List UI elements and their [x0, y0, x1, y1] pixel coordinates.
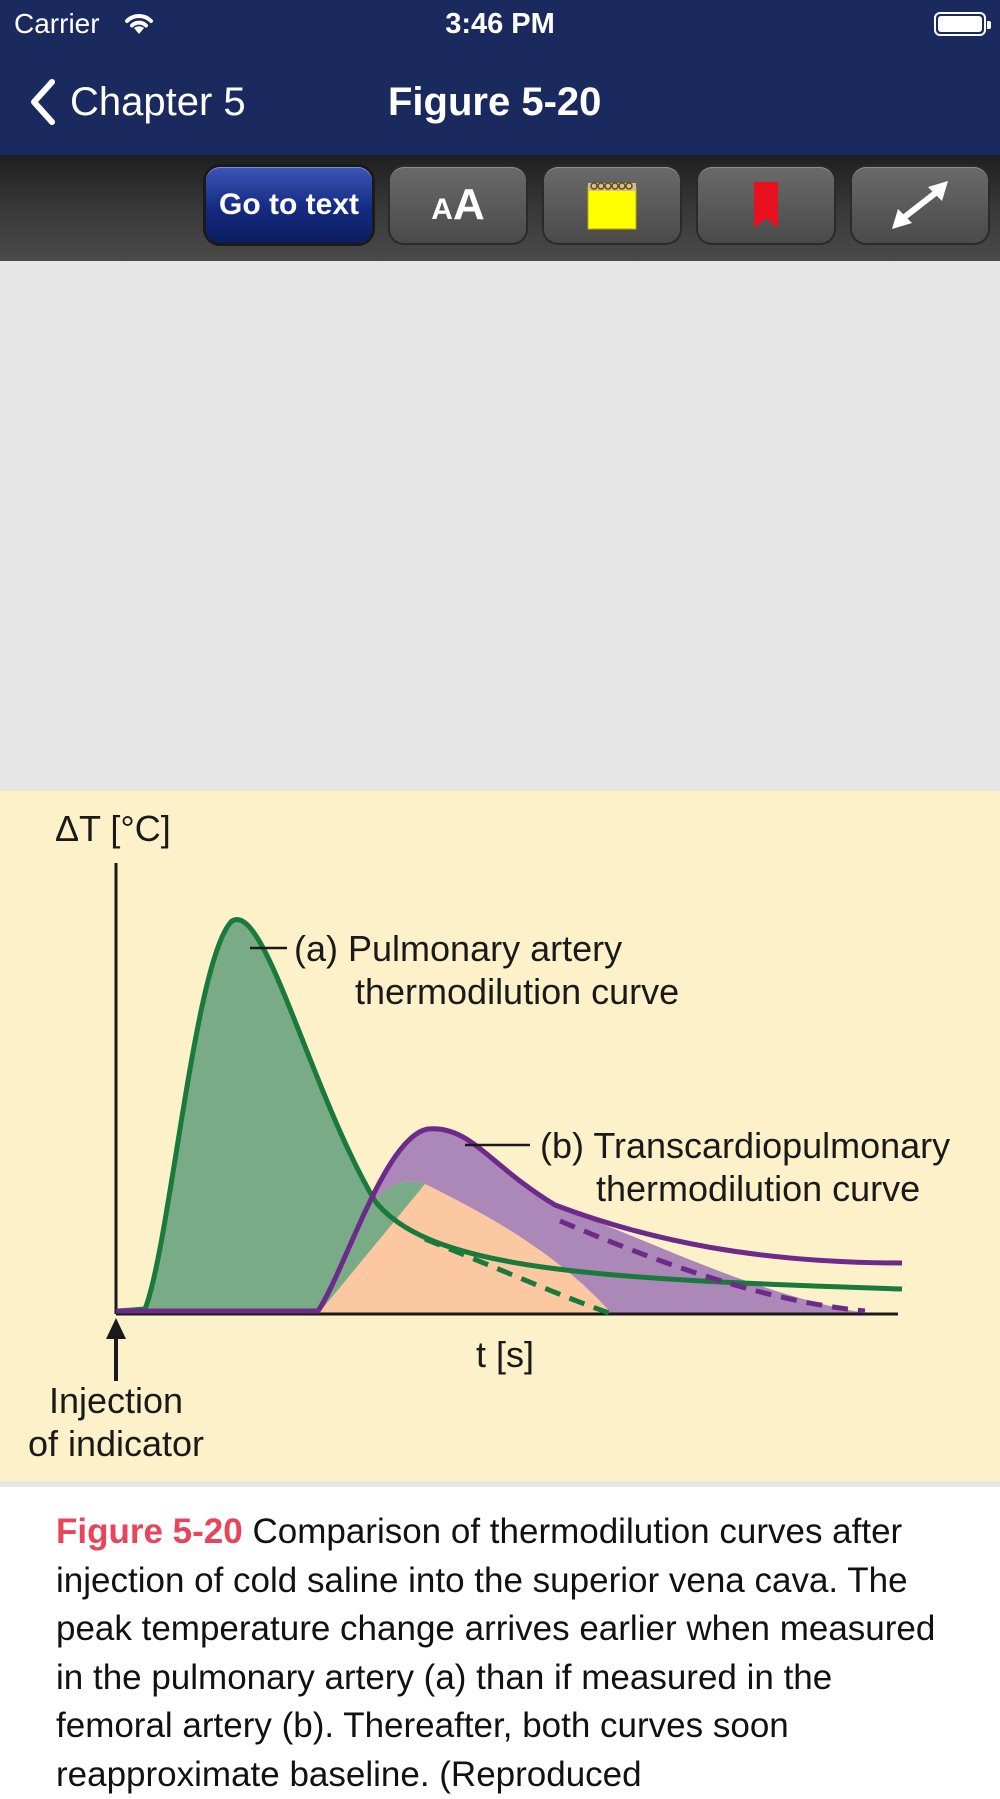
bookmark-icon	[754, 182, 778, 228]
back-label: Chapter 5	[70, 79, 246, 124]
expand-icon	[892, 181, 948, 229]
curve-b-extrapolation	[559, 1218, 866, 1314]
caption-text: Comparison of thermodilution curves afte…	[56, 1512, 936, 1794]
wifi-icon	[125, 14, 153, 34]
injection-arrow-head	[106, 1318, 126, 1339]
curve-b-area	[318, 1128, 865, 1314]
font-size-small-glyph: A	[431, 193, 453, 226]
navigation-bar: Carrier 3:46 PM Chapter 5 Figure 5-20	[0, 0, 1000, 155]
figure-caption: Figure 5-20 Comparison of thermodilution…	[56, 1508, 956, 1799]
font-size-button[interactable]: AA	[390, 167, 526, 243]
back-button[interactable]: Chapter 5	[28, 74, 246, 130]
go-to-text-button[interactable]: Go to text	[206, 167, 372, 243]
curve-b-label-line1: (b) Transcardiopulmonary	[540, 1125, 950, 1166]
curve-a-label-line1: (a) Pulmonary artery	[294, 928, 622, 969]
go-to-text-label: Go to text	[219, 188, 359, 221]
expand-button[interactable]	[852, 167, 988, 243]
note-icon	[587, 182, 637, 230]
carrier-label: Carrier	[14, 8, 100, 39]
bookmark-button[interactable]	[698, 167, 834, 243]
y-axis-label: ΔT [°C]	[55, 808, 171, 849]
x-axis-label: t [s]	[476, 1334, 534, 1375]
font-size-icon: AA	[431, 180, 484, 230]
curve-a-line	[117, 917, 903, 1314]
font-size-big-glyph: A	[452, 180, 485, 229]
battery-icon	[934, 12, 991, 36]
note-button[interactable]	[544, 167, 680, 243]
thermodilution-figure: ΔT [°C] t [s] (a) Pulmonary artery therm…	[28, 808, 950, 1464]
figure-viewer[interactable]: ΔT [°C] t [s] (a) Pulmonary artery therm…	[0, 261, 1000, 1487]
status-time: 3:46 PM	[445, 8, 555, 40]
toolbar: Go to text AA	[0, 155, 1000, 261]
injection-label-line1: Injection	[49, 1380, 183, 1421]
figure-image: ΔT [°C] t [s] (a) Pulmonary artery therm…	[0, 791, 1000, 1481]
curve-a-extrapolation	[424, 1236, 613, 1317]
curve-b-line	[116, 1126, 903, 1314]
injection-label-line2: of indicator	[28, 1423, 204, 1464]
caption-label: Figure 5-20	[56, 1512, 243, 1551]
curve-a-area	[118, 919, 425, 1314]
curve-a-label-line2: thermodilution curve	[355, 971, 679, 1012]
chevron-left-icon	[31, 79, 55, 125]
curve-b-label-line2: thermodilution curve	[596, 1168, 920, 1209]
page-title: Figure 5-20	[388, 80, 602, 124]
